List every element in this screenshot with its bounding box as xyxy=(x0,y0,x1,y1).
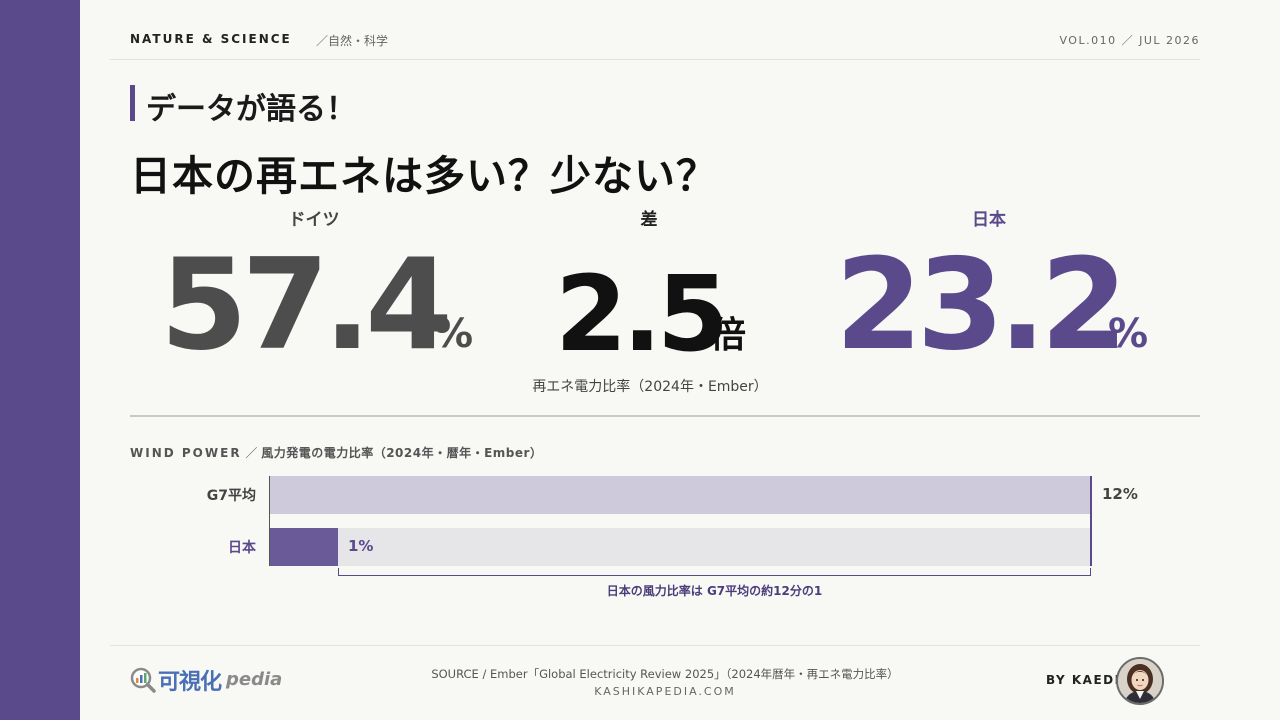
stat-value-ratio: 2.5 xyxy=(555,253,729,375)
header-divider xyxy=(110,59,1200,60)
volume-label: VOL.010 ／ JUL 2026 xyxy=(1059,34,1200,47)
stat-label-germany: ドイツ xyxy=(288,210,340,230)
author-avatar xyxy=(1116,657,1164,705)
section-divider xyxy=(130,415,1200,417)
bar-axis-line xyxy=(269,476,270,566)
author-byline: BY KAEDE xyxy=(1046,673,1125,687)
bar-value-label: 1% xyxy=(348,537,374,555)
logo-text-sub: pedia xyxy=(226,669,283,690)
kicker-accent-bar xyxy=(130,85,135,121)
stat-value-germany: 57.4 xyxy=(160,231,453,378)
stat-unit-germany: % xyxy=(433,311,474,357)
category-label: ／自然・科学 xyxy=(316,34,389,48)
magnifier-chart-icon xyxy=(130,667,156,693)
bar-scale-end-line xyxy=(1090,476,1092,566)
brand-label: NATURE & SCIENCE xyxy=(130,32,292,46)
sidebar-accent xyxy=(0,0,80,720)
footer-divider xyxy=(110,645,1200,646)
stat-label-ratio: 差 xyxy=(640,210,658,230)
bar-value-label: 12% xyxy=(1102,485,1138,503)
stat-value-japan: 23.2 xyxy=(835,231,1128,378)
logo-text-main: 可視化 xyxy=(158,670,222,695)
wind-title-jp: 風力発電の電力比率（2024年・暦年・Ember） xyxy=(261,446,543,460)
comparison-note: 日本の風力比率は G7平均の約12分の1 xyxy=(606,584,823,598)
stat-label-japan: 日本 xyxy=(972,210,1006,230)
bar-category-label: G7平均 xyxy=(206,488,256,504)
comparison-bracket xyxy=(338,568,1091,576)
bar-category-label: 日本 xyxy=(228,540,256,556)
author-portrait-icon xyxy=(1118,659,1162,703)
bar xyxy=(270,528,338,566)
source-citation: SOURCE / Ember「Global Electricity Review… xyxy=(431,667,899,681)
header: NATURE & SCIENCE ／自然・科学 VOL.010 ／ JUL 20… xyxy=(130,32,1200,48)
bar xyxy=(270,476,1090,514)
site-url: KASHIKAPEDIA.COM xyxy=(594,685,736,698)
kicker: データが語る！ xyxy=(146,92,356,127)
wind-title-en: WIND POWER xyxy=(130,446,242,460)
wind-section-title: WIND POWER ／ 風力発電の電力比率（2024年・暦年・Ember） xyxy=(130,444,542,461)
wind-title-separator: ／ xyxy=(241,446,262,460)
stat-unit-ratio: 倍 xyxy=(710,315,747,356)
page-title: 日本の再エネは多い？少ない？ xyxy=(130,152,718,200)
bar-track xyxy=(270,528,1090,566)
stat-caption: 再エネ電力比率（2024年・Ember） xyxy=(532,379,768,395)
stat-unit-japan: % xyxy=(1108,311,1149,357)
